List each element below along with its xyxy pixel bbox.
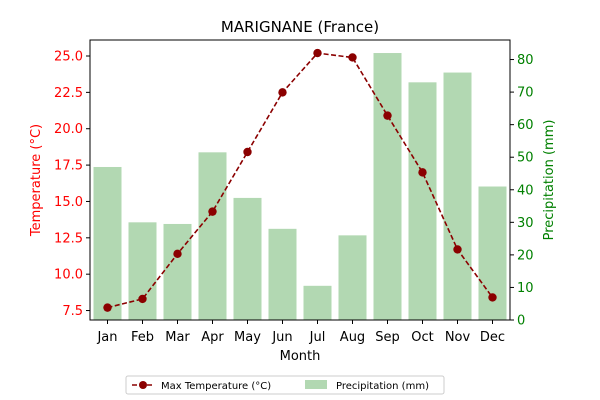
precipitation-bar-nov [443, 72, 472, 320]
right-y-axis: 0 10 20 30 40 50 60 70 80 [510, 53, 534, 329]
temperature-point-jun [278, 88, 287, 97]
x-tick-label-may: May [234, 330, 261, 345]
left-y-tick-label: 25.0 [54, 50, 83, 65]
x-tick-label-feb: Feb [131, 330, 154, 345]
temperature-point-feb [138, 294, 147, 304]
right-y-tick-label: 30 [517, 216, 534, 231]
temperature-point-sep [383, 111, 392, 120]
right-y-tick-label: 0 [517, 314, 525, 329]
left-y-tick-label: 12.5 [54, 231, 83, 246]
left-y-tick-label: 20.0 [54, 122, 83, 137]
x-tick-label-jan: Jan [96, 330, 117, 345]
precipitation-bars [93, 53, 507, 320]
temperature-point-jan [103, 303, 112, 312]
precipitation-bar-may [233, 197, 262, 320]
precipitation-bar-feb [128, 222, 157, 320]
left-y-tick-label: 10.0 [54, 268, 83, 283]
left-y-tick-label: 7.5 [62, 304, 83, 319]
left-y-axis-label: Temperature (°C) [29, 124, 44, 237]
precipitation-bar-aug [338, 235, 367, 320]
x-axis-label: Month [280, 349, 321, 364]
x-tick-label-nov: Nov [445, 330, 471, 345]
precipitation-bar-jan [93, 166, 122, 320]
x-tick-label-dec: Dec [480, 330, 505, 345]
temperature-point-oct [418, 168, 427, 177]
left-y-tick-label: 22.5 [54, 86, 83, 101]
x-tick-label-mar: Mar [165, 330, 190, 345]
precipitation-bar-mar [163, 223, 192, 320]
x-axis: Jan Feb Mar Apr May Jun Jul Aug Sep Oct Nov Dec [96, 320, 505, 345]
precipitation-bar-jun [268, 228, 297, 320]
legend-frame [125, 375, 445, 395]
precipitation-bar-oct [408, 82, 437, 320]
right-y-tick-label: 60 [517, 118, 534, 133]
x-tick-label-jul: Jul [309, 330, 326, 345]
temperature-series-line [107, 52, 494, 309]
legend-temperature-marker [139, 381, 147, 389]
left-y-tick-label: 17.5 [54, 159, 83, 174]
legend-precipitation-swatch [305, 380, 327, 389]
temperature-line [103, 48, 497, 312]
right-y-tick-label: 20 [517, 248, 534, 263]
x-tick-label-oct: Oct [411, 330, 433, 345]
legend-temperature-label: Max Temperature (°C) [161, 381, 271, 392]
temperature-point-dec [488, 293, 497, 302]
chart-title: MARIGNANE (France) [221, 18, 379, 36]
legend-precipitation-label: Precipitation (mm) [336, 381, 429, 392]
temperature-point-may [243, 147, 252, 157]
temperature-point-jul [313, 48, 322, 58]
left-y-axis: 7.5 10.0 12.5 15.0 17.5 20.0 22.5 25.0 [54, 50, 90, 319]
temperature-point-mar [173, 249, 182, 259]
x-tick-label-aug: Aug [340, 330, 365, 345]
temperature-point-apr [208, 207, 217, 216]
right-y-tick-label: 40 [517, 183, 534, 198]
x-tick-label-sep: Sep [375, 330, 400, 345]
right-y-axis-label: Precipitation (mm) [542, 120, 557, 241]
precipitation-bar-sep [373, 53, 402, 320]
temperature-point-aug [348, 53, 357, 62]
plot-frame [89, 39, 511, 321]
precipitation-bar-apr [198, 152, 227, 320]
legend: Max Temperature (°C) Precipitation (mm) [125, 375, 445, 395]
temperature-point-nov [453, 245, 462, 254]
precipitation-bar-jul [303, 285, 332, 320]
right-y-tick-label: 10 [517, 281, 534, 296]
right-y-tick-label: 80 [517, 53, 534, 68]
right-y-tick-label: 70 [517, 86, 534, 101]
x-tick-label-jun: Jun [271, 330, 292, 345]
left-y-tick-label: 15.0 [54, 195, 83, 210]
right-y-tick-label: 50 [517, 151, 534, 166]
x-tick-label-apr: Apr [201, 330, 224, 345]
